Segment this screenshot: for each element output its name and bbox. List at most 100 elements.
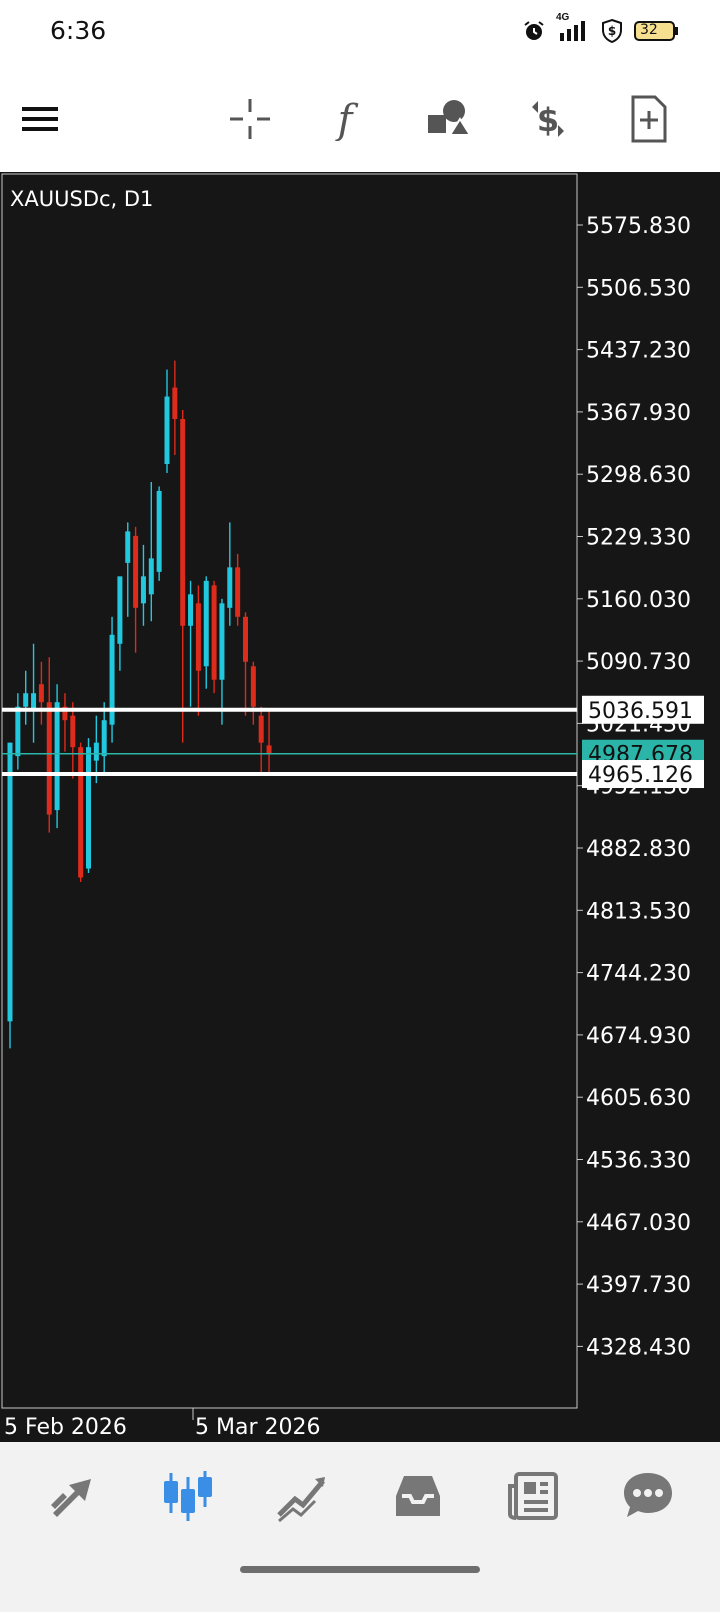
bull-candle-body: [15, 706, 21, 757]
price-tick-label: 4882.830: [586, 837, 691, 862]
indicators-button[interactable]: f: [310, 66, 380, 172]
nav-quotes[interactable]: [34, 1456, 114, 1536]
lower-level-label: 4965.126: [588, 763, 693, 788]
price-tick-label: 4467.030: [586, 1211, 691, 1236]
signal-icon: 4G: [556, 12, 590, 43]
bull-candle-body: [140, 576, 146, 604]
bear-candle-body: [78, 747, 84, 878]
candlestick-chart[interactable]: XAUUSDc, D1 5575.830 5506.530 5437.230 5367…: [0, 172, 720, 1442]
crosshair-icon: [230, 99, 270, 139]
newspaper-icon: [508, 1472, 558, 1520]
price-tick-label: 4536.330: [586, 1149, 691, 1174]
bull-candle-body: [219, 603, 225, 680]
price-tick-label: 4674.930: [586, 1024, 691, 1049]
candle: [70, 702, 76, 779]
inbox-icon: [396, 1476, 440, 1516]
bear-candle-body: [172, 387, 178, 420]
candle: [54, 684, 60, 829]
candle: [235, 553, 241, 626]
bull-candle-body: [117, 576, 123, 644]
candlestick-icon: [164, 1471, 212, 1521]
candle: [148, 481, 154, 622]
candle: [109, 616, 115, 743]
date-axis: 5 Feb 2026 5 Mar 2026: [4, 1408, 320, 1440]
candles-group: [7, 360, 272, 1049]
bull-candle-body: [109, 634, 115, 725]
crosshair-button[interactable]: [215, 66, 285, 172]
nav-history[interactable]: [378, 1456, 458, 1536]
new-order-button[interactable]: [614, 66, 684, 172]
candle: [227, 522, 233, 626]
svg-text:f: f: [335, 97, 359, 141]
price-tick-label: 5229.330: [586, 526, 691, 551]
svg-text:$: $: [537, 101, 559, 139]
bull-candle-body: [7, 742, 13, 1022]
price-tick-label: 5367.930: [586, 401, 691, 426]
svg-text:$: $: [608, 24, 616, 38]
document-add-icon: [631, 95, 667, 143]
candle: [93, 715, 99, 784]
nav-chart[interactable]: [148, 1456, 228, 1536]
nav-news[interactable]: [494, 1456, 574, 1536]
candle: [219, 598, 225, 725]
candle: [243, 612, 248, 716]
candle: [31, 643, 37, 743]
currency-exchange-icon: $: [532, 101, 564, 139]
candle: [7, 742, 13, 1049]
candle: [78, 742, 84, 883]
price-tick-label: 4605.630: [586, 1086, 691, 1111]
candle: [23, 670, 29, 725]
candle: [86, 738, 91, 874]
bull-candle-body: [156, 490, 162, 572]
price-chart[interactable]: XAUUSDc, D1 5575.830 5506.530 5437.230 5367…: [0, 172, 720, 1442]
quotes-arrows-icon: [51, 1479, 91, 1517]
bear-candle-body: [258, 715, 264, 743]
trade-button[interactable]: $: [513, 66, 583, 172]
objects-button[interactable]: [412, 66, 482, 172]
bull-candle-body: [31, 693, 37, 712]
menu-button[interactable]: [5, 66, 75, 172]
status-bar: 6:36 4G $ 32: [0, 0, 720, 66]
date-tick-label: 5 Mar 2026: [195, 1415, 320, 1440]
candle: [101, 702, 107, 775]
price-tick-label: 4397.730: [586, 1273, 691, 1298]
bear-candle-body: [211, 585, 217, 680]
candle: [117, 576, 123, 671]
shapes-icon: [428, 100, 470, 136]
price-tick-label: 5298.630: [586, 463, 691, 488]
bear-candle-body: [235, 567, 241, 617]
upper-level-label: 5036.591: [588, 699, 693, 724]
bear-candle-body: [180, 419, 186, 626]
bull-candle-body: [164, 396, 170, 464]
bull-candle-body: [148, 558, 154, 595]
bear-candle-body: [38, 684, 44, 703]
chat-icon: [624, 1473, 672, 1517]
nav-trade[interactable]: [262, 1456, 342, 1536]
bull-candle-body: [86, 747, 91, 869]
bull-candle-body: [93, 742, 99, 761]
bottom-navigation: [0, 1442, 720, 1612]
price-tick-label: 5160.030: [586, 588, 691, 613]
symbol-label: XAUUSDc, D1: [10, 187, 153, 211]
function-icon: f: [335, 97, 359, 141]
date-tick-label: 5 Feb 2026: [4, 1415, 127, 1440]
candle: [15, 693, 21, 770]
bear-candle-body: [250, 666, 256, 707]
price-tick-label: 5090.730: [586, 650, 691, 675]
candle: [62, 693, 68, 752]
candle: [266, 711, 272, 774]
candle: [211, 580, 217, 694]
nav-messages[interactable]: [608, 1456, 688, 1536]
bear-candle-body: [62, 706, 68, 721]
bull-candle-body: [125, 531, 131, 563]
bull-candle-body: [101, 720, 107, 757]
candle: [164, 369, 170, 473]
candle: [46, 657, 52, 833]
gesture-bar[interactable]: [240, 1566, 480, 1573]
battery-level: 32: [640, 22, 658, 38]
bear-candle-body: [195, 603, 201, 671]
bear-candle-body: [46, 702, 52, 815]
candle: [172, 360, 178, 455]
candle: [188, 580, 194, 707]
